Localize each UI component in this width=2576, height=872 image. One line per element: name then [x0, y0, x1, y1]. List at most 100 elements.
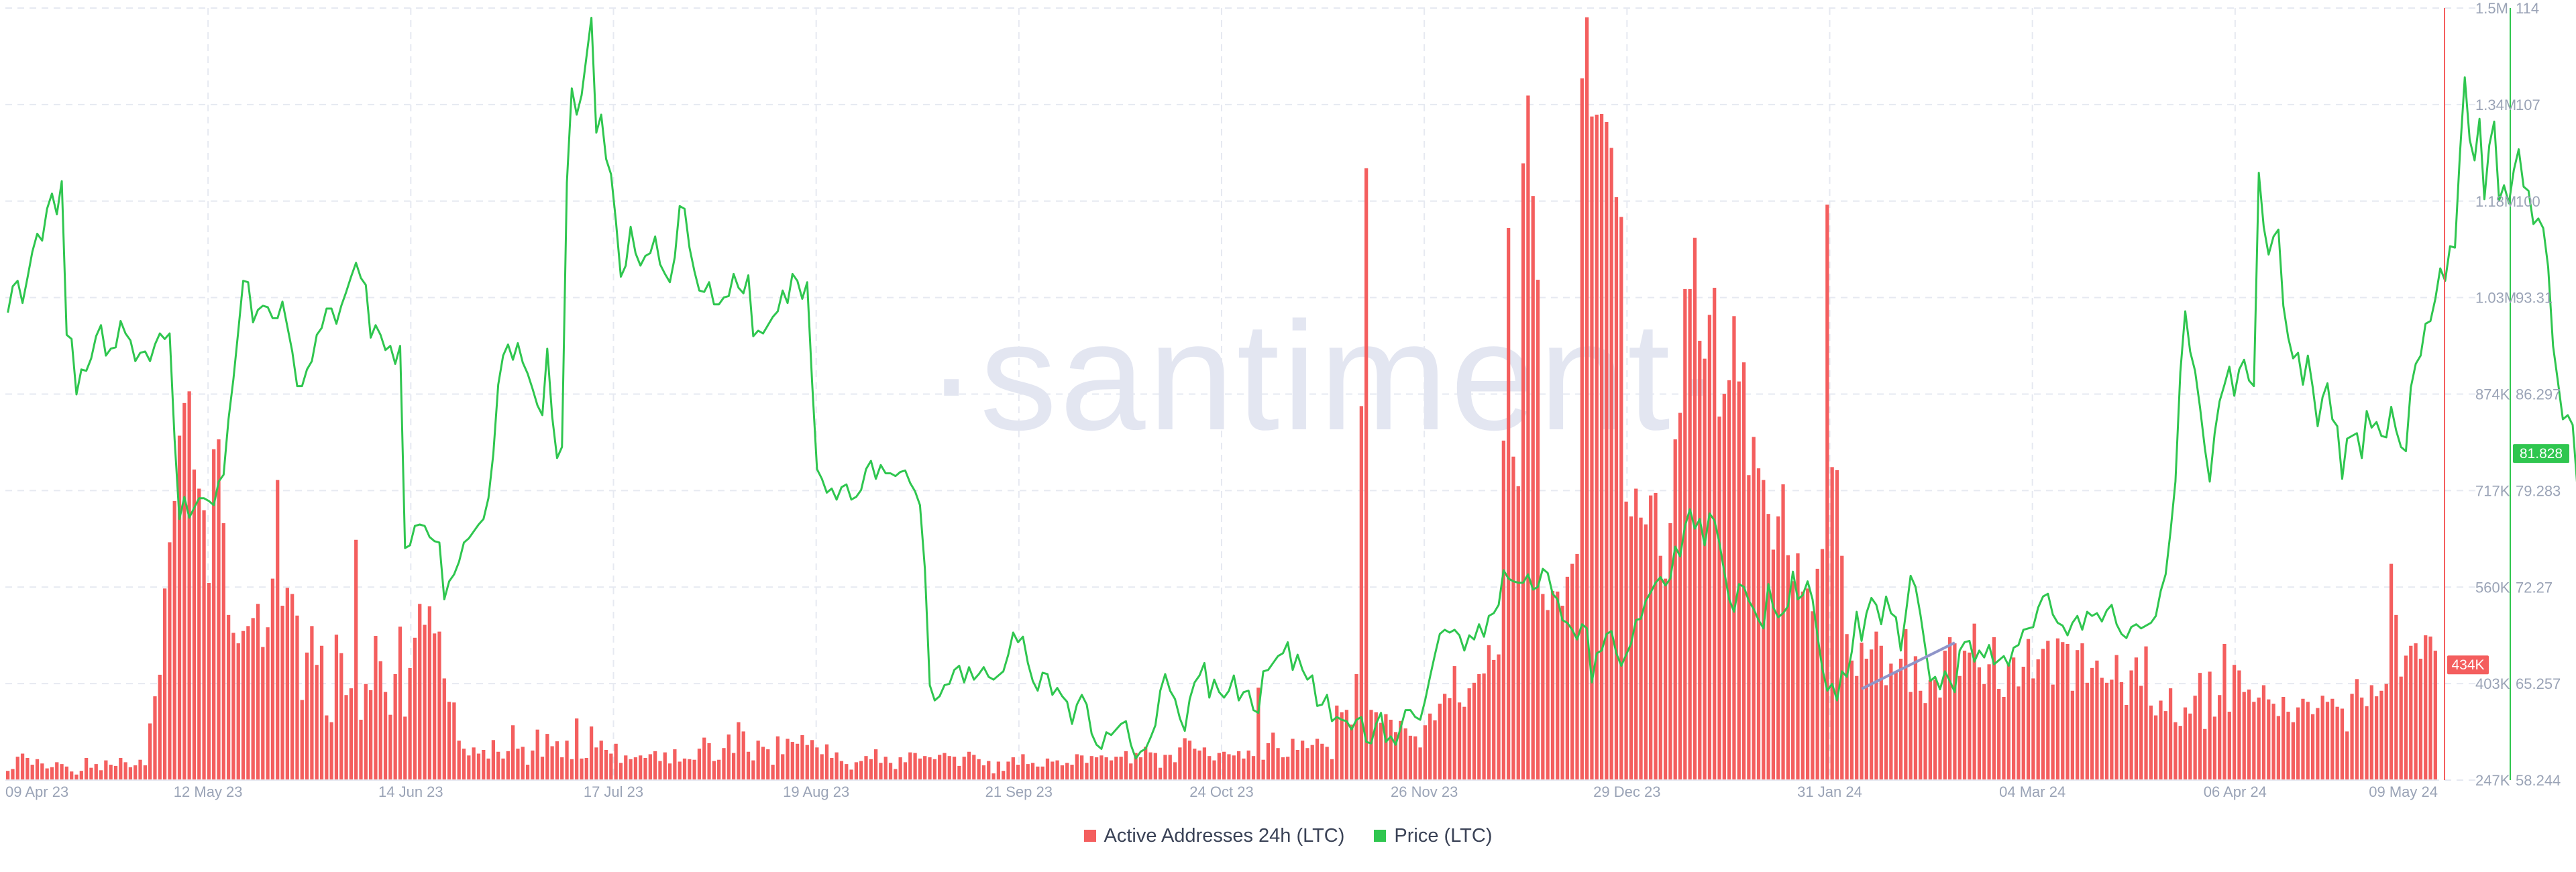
address-bar: [2012, 657, 2016, 780]
address-bar: [2090, 667, 2094, 780]
address-bar: [1021, 754, 1025, 780]
address-bar: [697, 749, 702, 780]
address-bar: [903, 762, 908, 780]
x-tick-label: 19 Aug 23: [783, 783, 849, 800]
address-bar: [1722, 394, 1726, 780]
address-bar: [2149, 705, 2153, 780]
address-bar: [2355, 679, 2359, 780]
address-bar: [133, 765, 138, 780]
address-bar: [2335, 706, 2339, 780]
address-bar: [2433, 651, 2437, 780]
address-bar: [771, 765, 775, 780]
address-bar: [187, 391, 191, 780]
legend-item-price[interactable]: Price (LTC): [1374, 825, 1492, 847]
address-bar: [1835, 470, 1839, 780]
address-bar: [2399, 676, 2403, 780]
address-bar: [128, 767, 133, 780]
address-bar: [722, 748, 726, 780]
address-bar: [2006, 664, 2010, 780]
address-bar: [158, 674, 162, 780]
address-bar: [123, 762, 127, 780]
price-line: [7, 16, 2576, 760]
address-bar: [1295, 749, 1299, 780]
address-bar: [20, 753, 25, 780]
address-bar: [2085, 682, 2089, 780]
address-bar: [2306, 702, 2310, 780]
address-bar: [1271, 732, 1275, 780]
address-bar: [295, 615, 299, 780]
address-bar: [1482, 673, 1486, 780]
address-bar: [673, 749, 677, 780]
address-bar: [996, 761, 1000, 780]
trend-line: [1861, 641, 1955, 690]
address-bar: [1938, 697, 1942, 780]
address-bar: [1713, 288, 1717, 780]
address-bar: [1919, 690, 1923, 780]
address-bar: [1830, 467, 1834, 780]
x-tick-label: 17 Jul 23: [584, 783, 643, 800]
address-bar: [2203, 728, 2207, 780]
address-bar: [1094, 757, 1099, 780]
address-bar: [525, 765, 530, 780]
address-bar: [2041, 649, 2045, 780]
address-bar: [192, 470, 197, 780]
address-bar: [781, 754, 785, 780]
address-bar: [967, 751, 971, 780]
address-bar: [1703, 358, 1707, 780]
address-bar: [1879, 645, 1883, 780]
address-bar: [1080, 755, 1084, 780]
address-bar: [663, 752, 667, 780]
address-bar: [2017, 686, 2021, 780]
address-bar: [1609, 148, 1613, 780]
address-bar: [957, 765, 961, 780]
address-bar: [2414, 643, 2418, 780]
address-bar: [1119, 757, 1123, 780]
address-bar: [1962, 651, 1967, 780]
address-bar: [276, 480, 280, 780]
address-bar: [2114, 655, 2118, 780]
address-bar: [1805, 588, 1810, 780]
x-tick-label: 21 Sep 23: [985, 783, 1053, 800]
address-bar: [2208, 671, 2212, 780]
address-bar: [2389, 563, 2394, 780]
address-bar: [511, 725, 515, 780]
address-bar: [1320, 743, 1324, 780]
address-bar: [1281, 757, 1285, 780]
address-bar: [1570, 563, 1574, 780]
address-bar: [1340, 712, 1344, 780]
address-bar: [1060, 765, 1065, 780]
address-bar: [143, 765, 147, 780]
address-bar: [2144, 646, 2148, 780]
address-bar: [1580, 78, 1584, 781]
address-bar: [746, 751, 751, 780]
legend-item-active-addresses[interactable]: Active Addresses 24h (LTC): [1083, 825, 1344, 847]
address-bar: [1467, 688, 1471, 780]
address-bar: [1565, 576, 1570, 780]
y-right-tick-label: 79.283: [2516, 482, 2561, 499]
address-bar: [310, 626, 314, 780]
address-bar: [1673, 439, 1677, 780]
address-bar: [1894, 672, 1898, 780]
address-bar: [1002, 771, 1006, 780]
address-bar: [1796, 553, 1800, 780]
address-bar: [270, 578, 275, 780]
address-bar: [1443, 694, 1447, 780]
address-bar: [1536, 280, 1540, 781]
address-bar: [491, 740, 496, 780]
address-bar: [639, 755, 643, 780]
address-bar: [1629, 516, 1633, 780]
address-bar: [2104, 682, 2109, 780]
address-bar: [2163, 711, 2167, 780]
address-bar: [315, 665, 319, 780]
address-bar: [393, 674, 397, 780]
address-bar: [1492, 659, 1496, 780]
address-bar: [1982, 684, 1986, 780]
address-bar: [1168, 755, 1172, 780]
address-bar: [1350, 724, 1354, 780]
address-bar: [2271, 704, 2275, 780]
address-bar: [1040, 766, 1044, 780]
address-bar: [550, 746, 554, 780]
address-bar: [565, 741, 569, 780]
address-bar: [1619, 217, 1623, 780]
address-bar: [2055, 638, 2060, 780]
